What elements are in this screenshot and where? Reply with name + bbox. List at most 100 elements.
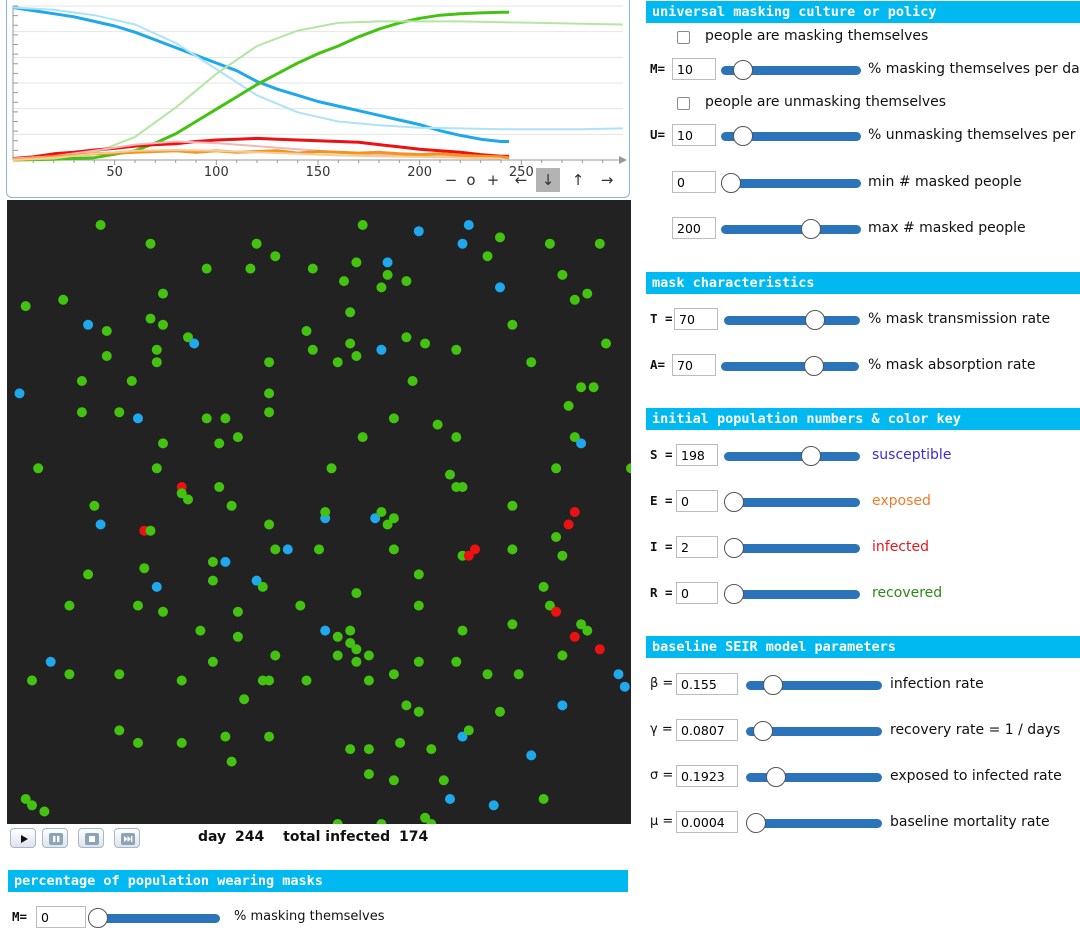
stop-button[interactable] bbox=[78, 828, 104, 848]
min-masked-slider[interactable] bbox=[721, 173, 861, 193]
agent-dot-susceptible bbox=[376, 344, 387, 355]
mu-input[interactable] bbox=[676, 811, 738, 833]
sigma-input[interactable] bbox=[676, 765, 738, 787]
exposed-slider[interactable] bbox=[724, 492, 860, 512]
slider-knob[interactable] bbox=[765, 767, 786, 787]
mask-rate-input[interactable] bbox=[672, 58, 716, 80]
exposed-input[interactable] bbox=[676, 490, 718, 512]
slider-knob[interactable] bbox=[746, 813, 766, 833]
max-masked-input[interactable] bbox=[672, 217, 716, 239]
play-button[interactable] bbox=[10, 828, 36, 848]
agent-dot-susceptible bbox=[463, 220, 474, 230]
agent-dot-susceptible bbox=[320, 625, 331, 636]
slider-knob[interactable] bbox=[733, 60, 753, 80]
agent-dot-susceptible bbox=[457, 731, 468, 742]
beta-desc: infection rate bbox=[890, 676, 984, 692]
mask-absorption-slider[interactable] bbox=[721, 356, 859, 376]
agent-dot-recovered bbox=[413, 569, 424, 580]
agent-dot-susceptible bbox=[95, 519, 106, 530]
slider-knob[interactable] bbox=[752, 721, 773, 741]
agent-dot-recovered bbox=[176, 737, 187, 748]
agent-dot-susceptible bbox=[576, 438, 587, 449]
agent-dot-recovered bbox=[376, 282, 387, 293]
zoom-out-button[interactable]: − bbox=[444, 171, 458, 189]
simulation-canvas[interactable] bbox=[7, 200, 631, 824]
agent-dot-recovered bbox=[264, 731, 275, 742]
slider-knob[interactable] bbox=[763, 675, 784, 695]
slider-knob[interactable] bbox=[801, 219, 822, 239]
population-mask-input[interactable] bbox=[36, 906, 86, 928]
agent-dot-recovered bbox=[89, 500, 100, 511]
agent-dot-recovered bbox=[126, 376, 137, 386]
recovered-input[interactable] bbox=[676, 582, 718, 604]
agent-dot-recovered bbox=[582, 625, 593, 636]
sigma-slider[interactable] bbox=[746, 767, 882, 787]
pan-up-button[interactable]: ↑ bbox=[571, 171, 585, 189]
susceptible-input[interactable] bbox=[676, 444, 718, 466]
agent-dot-recovered bbox=[301, 675, 312, 686]
gamma-slider[interactable] bbox=[746, 721, 882, 741]
masking-checkbox[interactable] bbox=[677, 31, 690, 44]
mask-rate-slider[interactable] bbox=[721, 60, 861, 80]
agent-dot-recovered bbox=[357, 220, 368, 230]
slider-knob[interactable] bbox=[805, 310, 826, 330]
step-button[interactable] bbox=[114, 828, 140, 848]
slider-knob[interactable] bbox=[721, 173, 741, 193]
zoom-in-button[interactable]: + bbox=[486, 171, 500, 189]
agent-dot-recovered bbox=[326, 463, 337, 474]
agent-dot-recovered bbox=[544, 600, 555, 611]
chart-series-line-0 bbox=[12, 6, 510, 143]
infected-input[interactable] bbox=[676, 536, 718, 558]
population-mask-slider[interactable] bbox=[88, 908, 220, 928]
slider-knob[interactable] bbox=[724, 538, 744, 558]
agent-dot-recovered bbox=[544, 238, 555, 249]
mask-absorption-input[interactable] bbox=[672, 354, 716, 376]
mu-slider[interactable] bbox=[746, 813, 882, 833]
agent-dot-recovered bbox=[463, 725, 474, 736]
max-masked-desc: max # masked people bbox=[868, 220, 1026, 236]
agent-dot-recovered bbox=[413, 656, 424, 667]
pan-right-button[interactable]: → bbox=[600, 171, 614, 189]
recovered-slider[interactable] bbox=[724, 584, 860, 604]
day-readout: day 244 total infected 174 bbox=[198, 829, 432, 845]
zoom-reset-button[interactable]: o bbox=[466, 171, 476, 189]
gamma-input[interactable] bbox=[676, 719, 738, 741]
slider-knob[interactable] bbox=[724, 492, 744, 512]
slider-knob[interactable] bbox=[724, 584, 744, 604]
unmasking-checkbox[interactable] bbox=[677, 97, 690, 110]
agent-dot-recovered bbox=[270, 251, 281, 262]
min-masked-input[interactable] bbox=[672, 171, 716, 193]
unmask-rate-desc: % unmasking themselves per day bbox=[868, 127, 1080, 143]
agent-dot-recovered bbox=[301, 326, 312, 336]
unmask-rate-input[interactable] bbox=[672, 124, 716, 146]
pan-left-button[interactable]: ← bbox=[514, 171, 528, 189]
mask-transmission-input[interactable] bbox=[674, 308, 718, 330]
agent-dot-susceptible bbox=[445, 794, 455, 804]
slider-knob[interactable] bbox=[800, 446, 821, 466]
beta-slider[interactable] bbox=[746, 675, 882, 695]
agent-dot-recovered bbox=[507, 319, 518, 330]
exposed-label: E = bbox=[650, 493, 673, 508]
total-infected-value: 174 bbox=[399, 829, 429, 845]
agent-dot-susceptible bbox=[14, 388, 25, 399]
chart-x-tick-label: 100 bbox=[204, 165, 229, 180]
slider-knob[interactable] bbox=[803, 356, 824, 376]
unmask-rate-slider[interactable] bbox=[721, 126, 861, 146]
pan-down-button[interactable]: ↓ bbox=[536, 168, 560, 192]
mask-transmission-slider[interactable] bbox=[724, 310, 860, 330]
slider-track bbox=[721, 225, 861, 234]
agent-dot-susceptible bbox=[382, 257, 393, 268]
pause-button[interactable] bbox=[42, 828, 68, 848]
slider-knob[interactable] bbox=[733, 126, 753, 146]
slider-knob[interactable] bbox=[88, 908, 108, 928]
agent-dot-recovered bbox=[576, 619, 587, 630]
agent-dot-recovered bbox=[363, 675, 374, 686]
agent-dot-recovered bbox=[363, 650, 374, 661]
susceptible-slider[interactable] bbox=[724, 446, 860, 466]
mask-absorption-desc: % mask absorption rate bbox=[868, 357, 1036, 373]
max-masked-slider[interactable] bbox=[721, 219, 861, 239]
beta-input[interactable] bbox=[676, 673, 738, 695]
infected-slider[interactable] bbox=[724, 538, 860, 558]
agent-dot-recovered bbox=[569, 294, 580, 305]
agent-dot-recovered bbox=[557, 269, 568, 280]
